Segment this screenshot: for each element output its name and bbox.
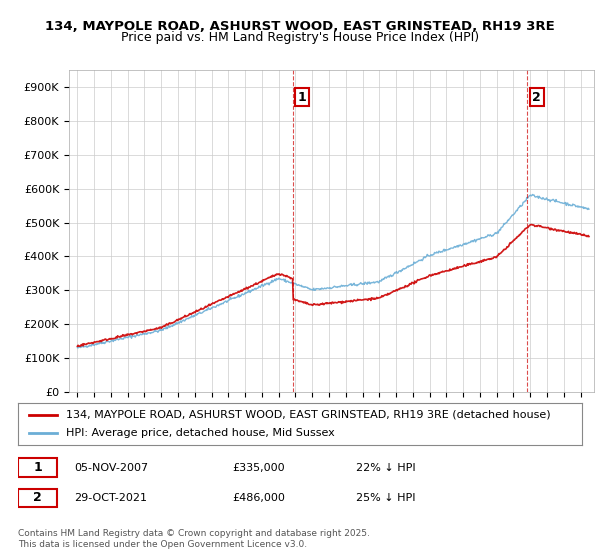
- Text: 25% ↓ HPI: 25% ↓ HPI: [356, 493, 416, 503]
- FancyBboxPatch shape: [18, 459, 58, 477]
- Text: 2: 2: [34, 491, 42, 504]
- Text: 22% ↓ HPI: 22% ↓ HPI: [356, 463, 416, 473]
- Text: 134, MAYPOLE ROAD, ASHURST WOOD, EAST GRINSTEAD, RH19 3RE (detached house): 134, MAYPOLE ROAD, ASHURST WOOD, EAST GR…: [66, 410, 551, 420]
- Text: 134, MAYPOLE ROAD, ASHURST WOOD, EAST GRINSTEAD, RH19 3RE: 134, MAYPOLE ROAD, ASHURST WOOD, EAST GR…: [45, 20, 555, 32]
- FancyBboxPatch shape: [18, 488, 58, 507]
- Text: Contains HM Land Registry data © Crown copyright and database right 2025.
This d: Contains HM Land Registry data © Crown c…: [18, 529, 370, 549]
- Text: £335,000: £335,000: [232, 463, 285, 473]
- Text: 1: 1: [298, 91, 307, 104]
- Text: 2: 2: [532, 91, 541, 104]
- Text: 05-NOV-2007: 05-NOV-2007: [74, 463, 149, 473]
- Text: £486,000: £486,000: [232, 493, 285, 503]
- Text: 1: 1: [34, 461, 42, 474]
- Text: Price paid vs. HM Land Registry's House Price Index (HPI): Price paid vs. HM Land Registry's House …: [121, 31, 479, 44]
- Text: HPI: Average price, detached house, Mid Sussex: HPI: Average price, detached house, Mid …: [66, 428, 335, 438]
- Text: 29-OCT-2021: 29-OCT-2021: [74, 493, 148, 503]
